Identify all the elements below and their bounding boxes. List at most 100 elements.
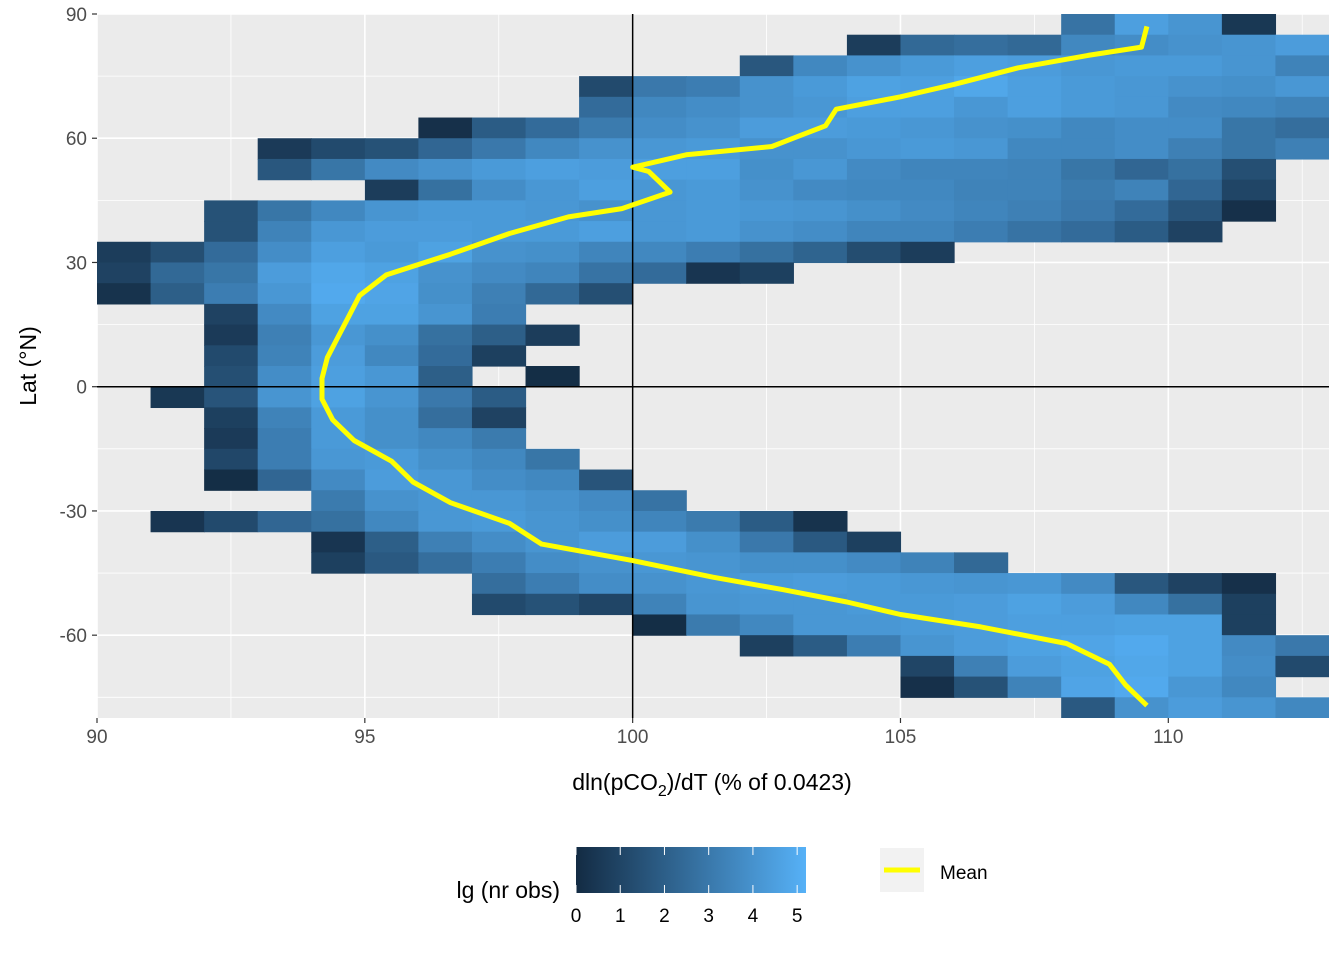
heatmap-tile [471,428,527,450]
heatmap-tile [418,324,473,346]
heatmap-tile [846,138,902,160]
heatmap-tile [579,490,634,512]
heatmap-tile [257,283,312,305]
heatmap-tile [632,241,687,264]
heatmap-tile [900,200,955,222]
heatmap-tile [846,179,902,201]
heatmap-tile [954,655,1009,678]
heatmap-tile [1061,573,1116,595]
heatmap-tile [257,324,312,346]
heatmap-tile [418,262,473,284]
heatmap-tile [739,117,794,139]
y-axis-tick-label: 90 [66,5,87,26]
heatmap-tile [793,531,848,553]
heatmap-tile [954,635,1009,657]
heatmap-tile [793,635,848,657]
heatmap-tile [900,552,955,574]
heatmap-tile [632,593,687,616]
heatmap-tile [204,366,259,388]
heatmap-tile [1114,655,1169,678]
heatmap-tile [1221,96,1277,119]
heatmap-tile [900,221,955,243]
heatmap-tile [204,469,259,491]
heatmap-tile [525,510,580,533]
heatmap-tile [579,179,634,201]
heatmap-tile [1114,635,1169,657]
heatmap-tile [793,76,848,98]
heatmap-tile [900,96,955,119]
heatmap-tile [1007,138,1062,160]
heatmap-tile [1221,573,1277,595]
heatmap-tile [204,386,259,409]
heatmap-tile [1168,117,1223,139]
heatmap-tile [471,138,527,160]
heatmap-tile [1168,96,1223,119]
y-axis-title: Lat (°N) [15,326,41,406]
heatmap-tile [954,138,1009,160]
heatmap-tile [1275,34,1329,57]
heatmap-tile [1275,117,1329,139]
fill-legend-tick-label: 5 [792,906,803,927]
heatmap-tile [418,531,473,553]
heatmap-tile [471,324,527,346]
heatmap-tile [525,138,580,160]
heatmap-tile [1007,96,1062,119]
heatmap-tile [471,117,527,139]
x-axis-tick-label: 110 [1153,727,1183,748]
heatmap-tile [1007,179,1062,201]
heatmap-tile [686,76,741,98]
heatmap-tile [418,407,473,429]
x-axis-tick-label: 100 [617,727,649,748]
heatmap-tile [579,469,634,491]
heatmap-tile [471,303,527,326]
heatmap-tile [471,593,527,616]
heatmap-tile [204,200,259,222]
heatmap-tile [793,614,848,636]
heatmap-tile [364,366,419,388]
heatmap-tile [525,490,580,512]
fill-legend-tick-label: 1 [615,906,626,927]
fill-legend-tick-label: 2 [659,906,670,927]
heatmap-tile [418,469,473,491]
heatmap-tile [364,303,419,326]
heatmap-tile [632,200,687,222]
heatmap-tile [739,614,794,636]
heatmap-tile [1168,34,1223,57]
heatmap-tile [632,138,687,160]
heatmap-tile [1007,676,1062,698]
mean-line [319,25,1150,708]
mean-line-layer [319,25,1150,708]
heatmap-tile [418,366,473,388]
heatmap-tile [525,179,580,201]
heatmap-tile [1168,221,1223,243]
heatmap-tile [1061,117,1116,139]
heatmap-tile [471,552,527,574]
heatmap-tile [954,179,1009,201]
heatmap-tile [1221,117,1277,139]
heatmap-tile [632,531,687,553]
heatmap-tile [257,407,312,429]
heatmap-tile [793,138,848,160]
heatmap-tile [1221,676,1277,698]
heatmap-tile [418,117,473,139]
heatmap-tile [257,158,312,181]
heatmap-tile [579,510,634,533]
heatmap-tile [686,221,741,243]
fill-legend-ticks: 0 1 2 3 4 5 [571,847,803,927]
heatmap-tile [793,573,848,595]
x-axis-title-subscript: 2 [658,783,667,800]
heatmap-tile [1275,55,1329,77]
heatmap-tile [686,241,741,264]
heatmap-tile [1061,635,1116,657]
heatmap-tile [1275,697,1329,718]
heatmap-tile [471,221,527,243]
heatmap-tile [579,138,634,160]
heatmap-tile [418,448,473,471]
heatmap-tile [311,283,366,305]
heatmap-tile [150,262,205,284]
heatmap-tile [793,241,848,264]
heatmap-tile [1061,593,1116,616]
heatmap-tile [525,366,580,388]
heatmap-tile [97,241,152,264]
heatmap-tile [793,221,848,243]
